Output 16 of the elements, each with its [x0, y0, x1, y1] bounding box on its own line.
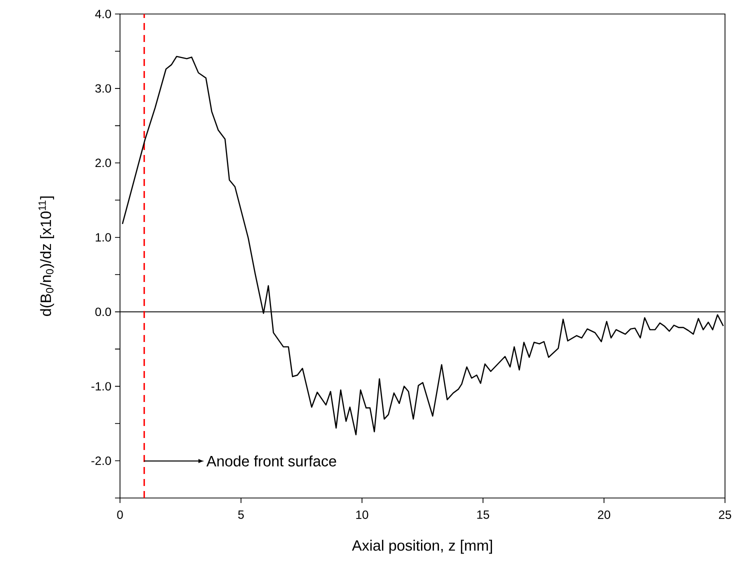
y-tick-label: 2.0 [95, 158, 112, 168]
x-tick-label: 25 [718, 510, 732, 519]
y-tick-label: 3.0 [95, 84, 112, 93]
x-axis-title: Axial position, z [mm] [352, 540, 492, 554]
y-tick-label: 0.0 [95, 308, 112, 316]
annotation: Anode front surface [206, 456, 336, 466]
y-tick-label: 1.0 [96, 233, 112, 242]
y-tick-label: -1.0 [91, 382, 112, 391]
y-axis-title: d(B$_{0}$/n$_{0}$)/dz [x10$^{11}$] [38, 196, 54, 316]
y-tick-label: -2.0 [91, 456, 112, 465]
x-tick-label: 5 [238, 510, 244, 519]
x-tick-label: 20 [598, 510, 610, 519]
x-tick-label: 10 [356, 510, 368, 519]
x-tick-label: 0 [117, 510, 123, 519]
y-tick-label: 4.0 [95, 10, 112, 18]
x-tick-label: 15 [477, 510, 490, 519]
